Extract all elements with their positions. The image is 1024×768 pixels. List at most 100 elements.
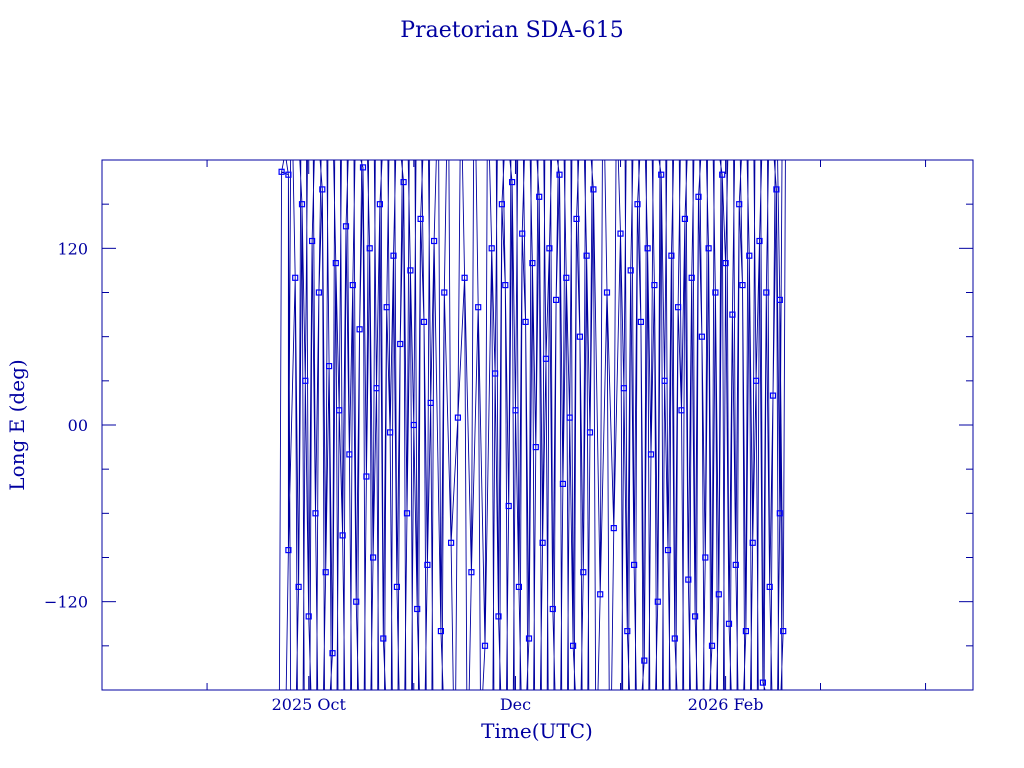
data-point-marker — [739, 282, 746, 289]
data-point-marker — [525, 635, 533, 642]
data-point-marker — [468, 569, 475, 576]
data-point-marker — [742, 627, 750, 635]
data-point-marker — [285, 546, 292, 554]
data-point-marker — [776, 296, 783, 303]
data-point-marker — [563, 274, 570, 281]
data-point-marker — [390, 252, 397, 259]
data-point-marker — [776, 510, 783, 517]
data-point-marker — [403, 510, 411, 517]
data-point-marker — [712, 289, 719, 296]
data-point-marker — [661, 377, 668, 384]
y-tick-label: −120 — [44, 593, 88, 612]
data-point-marker — [722, 260, 729, 267]
data-point-marker — [376, 201, 383, 208]
data-point-marker — [298, 201, 306, 208]
x-tick-label: Dec — [500, 695, 531, 714]
data-point-marker — [383, 304, 390, 311]
data-point-marker — [698, 333, 706, 340]
data-point-marker — [410, 421, 417, 429]
data-point-marker — [417, 215, 424, 222]
data-point-marker — [407, 267, 414, 274]
data-point-marker — [322, 569, 329, 576]
axis-layer: −120 00 120 2025 Oct Dec 2026 Feb — [44, 160, 973, 714]
y-tick-label: 00 — [68, 416, 88, 435]
data-point-marker — [668, 252, 675, 259]
data-point-marker — [292, 274, 299, 281]
data-point-marker — [769, 392, 777, 399]
data-point-marker — [732, 561, 739, 569]
data-point-marker — [363, 473, 370, 480]
data-point-marker — [620, 385, 628, 392]
data-point-marker — [637, 318, 645, 325]
data-point-marker — [366, 245, 373, 252]
data-point-marker — [654, 598, 661, 605]
data-point-marker — [573, 215, 580, 222]
data-point-marker — [759, 679, 767, 686]
data-point-marker — [481, 642, 489, 649]
data-point-marker — [397, 340, 404, 348]
data-point-marker — [373, 385, 380, 392]
data-point-marker — [495, 613, 502, 620]
data-point-marker — [702, 554, 709, 561]
data-point-marker — [658, 171, 665, 178]
data-point-marker — [536, 193, 543, 200]
data-point-marker — [356, 326, 363, 333]
data-point-marker — [339, 532, 346, 539]
data-point-marker — [763, 289, 770, 296]
data-point-marker — [312, 510, 319, 517]
data-point-marker — [559, 480, 567, 487]
data-point-marker — [546, 245, 553, 252]
data-point-marker — [708, 642, 716, 649]
x-tick-label: 2026 Feb — [688, 695, 764, 714]
data-point-marker — [688, 274, 695, 281]
data-point-marker — [647, 451, 655, 458]
data-point-marker — [752, 377, 760, 384]
data-point-marker — [576, 333, 584, 340]
data-point-marker — [502, 282, 509, 289]
data-point-marker — [492, 370, 499, 377]
data-point-marker — [583, 252, 590, 259]
data-point-marker — [522, 318, 529, 325]
data-point-marker — [353, 598, 360, 605]
data-point-marker — [498, 201, 505, 208]
data-point-marker — [681, 215, 689, 222]
data-point-marker — [512, 407, 519, 414]
data-point-marker — [326, 363, 333, 370]
data-point-marker — [427, 399, 434, 406]
data-point-marker — [725, 620, 733, 627]
data-point-marker — [674, 304, 682, 311]
data-point-marker — [475, 304, 482, 311]
data-point-marker — [549, 605, 556, 613]
data-point-marker — [552, 296, 560, 303]
data-point-marker — [610, 524, 617, 532]
data-point-marker — [715, 591, 722, 598]
data-point-marker — [749, 539, 756, 546]
longitude-trace-line — [278, 160, 786, 690]
series-layer — [278, 160, 787, 690]
data-point-marker — [359, 164, 367, 171]
data-point-marker — [309, 237, 316, 245]
data-point-marker — [420, 318, 428, 325]
data-point-marker — [349, 282, 356, 289]
data-point-marker — [695, 193, 702, 200]
data-point-marker — [664, 546, 672, 554]
data-point-marker — [441, 289, 448, 296]
data-point-marker — [729, 311, 736, 318]
data-point-marker — [387, 429, 394, 436]
data-point-marker — [454, 414, 461, 421]
data-point-marker — [448, 539, 455, 546]
data-point-marker — [532, 444, 539, 451]
data-point-marker — [566, 414, 573, 421]
data-point-marker — [278, 168, 285, 175]
data-point-marker — [302, 377, 309, 384]
data-point-marker — [691, 613, 699, 620]
x-tick-label: 2025 Oct — [272, 695, 347, 714]
y-tick-label: 120 — [57, 239, 88, 258]
data-point-marker — [651, 282, 658, 289]
data-point-marker — [315, 289, 322, 296]
data-point-marker — [305, 613, 312, 620]
data-point-marker — [580, 569, 587, 576]
data-point-marker — [461, 274, 468, 281]
data-point-marker — [414, 605, 421, 613]
